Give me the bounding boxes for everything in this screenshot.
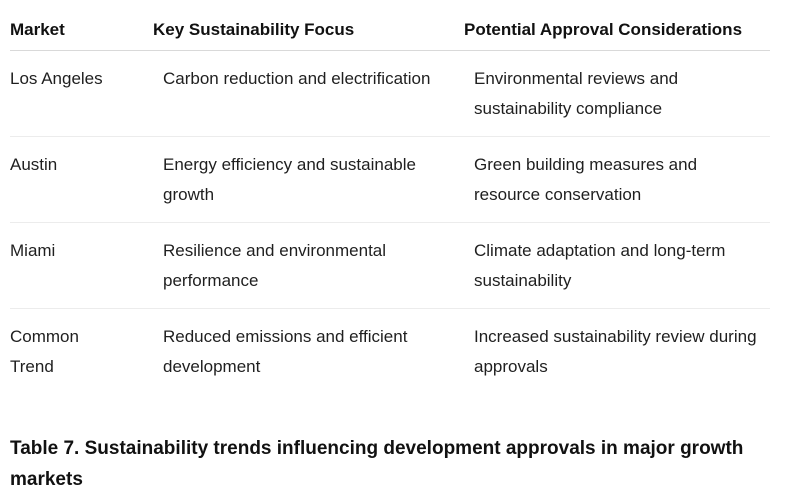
cell-consideration: Environmental reviews and sustainability… <box>464 50 770 137</box>
table-header-row: Market Key Sustainability Focus Potentia… <box>10 12 770 51</box>
cell-text: Green building measures and resource con… <box>474 155 698 204</box>
cell-text: Los Angeles <box>10 69 103 88</box>
cell-text: Carbon reduction and electrification <box>163 69 431 88</box>
cell-market: Los Angeles <box>10 50 153 137</box>
cell-text: Reduced emissions and efficient developm… <box>163 327 408 376</box>
cell-consideration: Increased sustainability review during a… <box>464 309 770 395</box>
cell-consideration: Climate adaptation and long-term sustain… <box>464 222 770 309</box>
table-row: Los Angeles Carbon reduction and electri… <box>10 50 770 137</box>
table-row: Common Trend Reduced emissions and effic… <box>10 309 770 395</box>
sustainability-table: Market Key Sustainability Focus Potentia… <box>10 12 770 394</box>
table-row: Austin Energy efficiency and sustainable… <box>10 136 770 223</box>
cell-focus: Reduced emissions and efficient developm… <box>153 309 464 395</box>
cell-market: Common Trend <box>10 309 153 395</box>
sustainability-table-container: Market Key Sustainability Focus Potentia… <box>10 12 770 394</box>
cell-text: Austin <box>10 155 58 174</box>
cell-focus: Energy efficiency and sustainable growth <box>153 136 464 223</box>
cell-market: Austin <box>10 136 153 223</box>
cell-text: Miami <box>10 241 56 260</box>
header-market: Market <box>10 12 153 51</box>
cell-text: Environmental reviews and sustainability… <box>474 69 679 118</box>
cell-text: Resilience and environmental performance <box>163 241 387 290</box>
header-approval-considerations: Potential Approval Considerations <box>464 12 770 51</box>
cell-text: Climate adaptation and long-term sustain… <box>474 241 726 290</box>
cell-focus: Carbon reduction and electrification <box>153 50 464 137</box>
cell-text: Energy efficiency and sustainable growth <box>163 155 416 204</box>
table-row: Miami Resilience and environmental perfo… <box>10 222 770 309</box>
cell-text: Common Trend <box>10 327 79 376</box>
cell-text: Increased sustainability review during a… <box>474 327 757 376</box>
cell-focus: Resilience and environmental performance <box>153 222 464 309</box>
table-caption: Table 7. Sustainability trends influenci… <box>10 438 744 490</box>
cell-market: Miami <box>10 222 153 309</box>
cell-consideration: Green building measures and resource con… <box>464 136 770 223</box>
header-key-focus: Key Sustainability Focus <box>153 12 464 51</box>
